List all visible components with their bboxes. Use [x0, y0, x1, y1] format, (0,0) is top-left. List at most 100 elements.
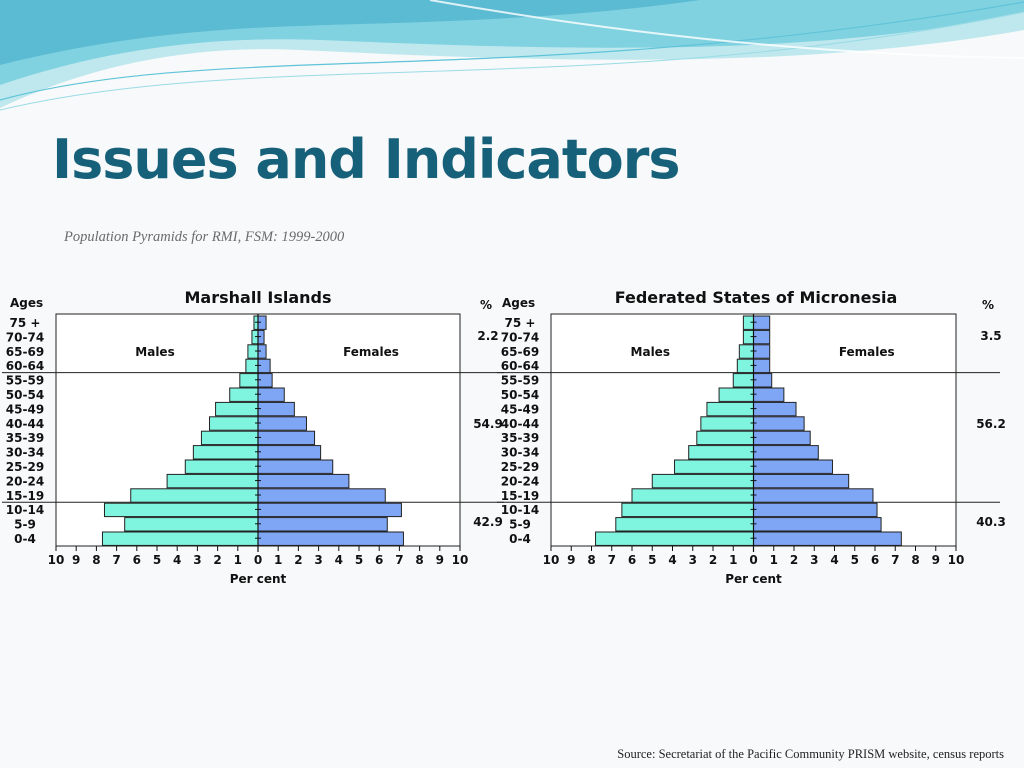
bar-male	[696, 430, 754, 446]
age-label: 45-49	[6, 402, 44, 416]
bar-female	[753, 517, 882, 532]
age-group-share-label: 40.3	[976, 515, 1006, 529]
x-tick-label: 1	[729, 553, 737, 567]
age-group-share-label: 56.2	[976, 417, 1006, 431]
source-note: Source: Secretariat of the Pacific Commu…	[617, 747, 1004, 761]
bar-female	[753, 488, 874, 503]
x-tick-label: 6	[375, 553, 383, 567]
bar-male	[209, 416, 259, 431]
bar-male	[215, 401, 259, 417]
x-tick-label: 3	[810, 553, 818, 567]
bar-male	[718, 387, 755, 402]
age-label: 20-24	[6, 474, 44, 488]
bar-female	[753, 502, 878, 518]
pyramid-1: 75 +70-7465-6960-6455-5950-5445-4940-443…	[497, 288, 1006, 586]
age-label: 75 +	[505, 316, 536, 330]
bar-female	[257, 502, 402, 518]
x-tick-label: 1	[234, 553, 242, 567]
bar-female	[257, 459, 334, 474]
x-tick-label: 9	[436, 553, 444, 567]
age-label: 30-34	[501, 446, 539, 460]
x-tick-label: 2	[709, 553, 717, 567]
females-label: Females	[839, 345, 895, 359]
bar-female	[753, 445, 819, 460]
x-tick-label: 10	[948, 553, 965, 567]
age-label: 25-29	[6, 460, 44, 474]
bar-male	[615, 517, 754, 532]
females-label: Females	[343, 345, 399, 359]
bar-female	[753, 416, 805, 431]
x-tick-label: 6	[871, 553, 879, 567]
age-label: 0-4	[509, 532, 531, 546]
x-tick-label: 9	[932, 553, 940, 567]
x-tick-label: 6	[628, 553, 636, 567]
x-tick-label: 5	[851, 553, 859, 567]
bar-male	[101, 531, 259, 546]
age-label: 60-64	[501, 359, 539, 373]
age-label: 75 +	[10, 316, 41, 330]
x-tick-label: 0	[254, 553, 262, 567]
age-label: 70-74	[501, 330, 539, 344]
age-label: 40-44	[501, 417, 539, 431]
bar-female	[257, 387, 285, 402]
x-tick-label: 5	[355, 553, 363, 567]
age-label: 40-44	[6, 417, 44, 431]
percent-label: %	[480, 298, 492, 312]
bar-female	[257, 416, 307, 431]
bar-female	[257, 517, 388, 532]
x-tick-label: 4	[335, 553, 343, 567]
bar-male	[732, 373, 754, 388]
x-tick-label: 10	[543, 553, 560, 567]
bar-male	[736, 358, 754, 374]
x-tick-label: 8	[415, 553, 423, 567]
bar-female	[257, 358, 271, 374]
bar-male	[706, 401, 754, 417]
age-label: 60-64	[6, 359, 44, 373]
bar-male	[192, 445, 259, 460]
header-swoosh-decoration	[0, 0, 1024, 111]
x-tick-label: 3	[193, 553, 201, 567]
age-label: 0-4	[14, 532, 36, 546]
bar-male	[166, 473, 259, 489]
bar-male	[103, 502, 259, 518]
x-tick-label: 7	[891, 553, 899, 567]
age-label: 55-59	[501, 374, 539, 388]
pyramid-0: 75 +70-7465-6960-6455-5950-5445-4940-443…	[2, 288, 504, 586]
age-label: 70-74	[6, 330, 44, 344]
age-label: 5-9	[509, 518, 531, 532]
bar-female	[257, 473, 350, 489]
ages-label: Ages	[10, 296, 43, 310]
x-tick-label: 4	[668, 553, 676, 567]
x-tick-label: 10	[452, 553, 469, 567]
bar-female	[257, 445, 322, 460]
x-tick-label: 10	[48, 553, 65, 567]
x-tick-label: 3	[689, 553, 697, 567]
age-group-share-label: 54.9	[473, 417, 503, 431]
x-axis-label: Per cent	[725, 572, 782, 586]
x-tick-label: 2	[790, 553, 798, 567]
x-tick-label: 5	[153, 553, 161, 567]
bar-female	[257, 488, 386, 503]
x-tick-label: 4	[173, 553, 181, 567]
bar-male	[595, 531, 754, 546]
bar-male	[124, 517, 259, 532]
x-tick-label: 9	[72, 553, 80, 567]
bar-male	[229, 387, 259, 402]
x-tick-label: 2	[213, 553, 221, 567]
age-label: 10-14	[501, 503, 539, 517]
bar-male	[621, 502, 754, 518]
bar-female	[753, 401, 797, 417]
percent-label: %	[982, 298, 994, 312]
age-label: 15-19	[501, 489, 539, 503]
x-tick-label: 0	[749, 553, 757, 567]
males-label: Males	[631, 345, 670, 359]
age-label: 50-54	[501, 388, 539, 402]
age-label: 15-19	[6, 489, 44, 503]
age-label: 20-24	[501, 474, 539, 488]
bar-male	[688, 445, 755, 460]
slide-subtitle: Population Pyramids for RMI, FSM: 1999-2…	[64, 229, 345, 245]
bar-female	[753, 430, 811, 446]
age-label: 35-39	[6, 431, 44, 445]
slide-title: Issues and Indicators	[52, 128, 681, 191]
